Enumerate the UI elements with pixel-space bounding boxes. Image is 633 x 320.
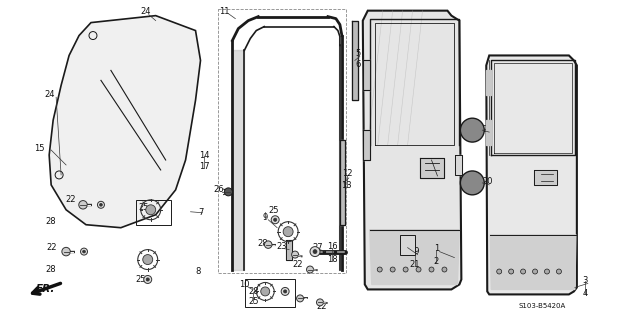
Polygon shape [490, 235, 576, 289]
Text: 10: 10 [239, 280, 249, 289]
Circle shape [143, 255, 153, 265]
Circle shape [62, 247, 70, 256]
Text: 28: 28 [248, 287, 259, 296]
Text: 26: 26 [213, 185, 223, 194]
Circle shape [265, 241, 272, 248]
Polygon shape [486, 55, 577, 294]
Bar [218, 9, 346, 273]
Text: 14: 14 [199, 150, 210, 160]
Text: 22: 22 [66, 195, 77, 204]
Polygon shape [486, 70, 491, 95]
Text: 28: 28 [257, 239, 268, 248]
Text: 24: 24 [141, 7, 151, 16]
Circle shape [284, 290, 287, 293]
Circle shape [532, 269, 537, 274]
Polygon shape [363, 11, 461, 289]
Polygon shape [399, 235, 415, 255]
Circle shape [80, 248, 87, 255]
Circle shape [313, 250, 317, 253]
Text: 9: 9 [263, 213, 268, 222]
Polygon shape [370, 230, 460, 284]
Circle shape [273, 218, 277, 221]
Circle shape [316, 299, 323, 306]
Text: 25: 25 [248, 297, 258, 306]
Circle shape [460, 118, 484, 142]
Polygon shape [486, 120, 491, 145]
Circle shape [97, 201, 104, 208]
Text: 5: 5 [355, 49, 360, 58]
Circle shape [509, 269, 513, 274]
Polygon shape [352, 20, 358, 100]
Text: 25: 25 [139, 203, 149, 212]
Circle shape [544, 269, 549, 274]
Circle shape [429, 267, 434, 272]
Text: 1: 1 [434, 244, 439, 253]
Polygon shape [363, 130, 370, 160]
Circle shape [390, 267, 395, 272]
Text: S103-B5420A: S103-B5420A [518, 303, 566, 309]
Circle shape [83, 250, 85, 253]
Circle shape [556, 269, 561, 274]
Text: 15: 15 [34, 144, 44, 153]
Text: 18: 18 [327, 255, 337, 264]
Text: 16: 16 [327, 242, 337, 251]
Text: 24: 24 [44, 90, 54, 99]
Polygon shape [534, 170, 557, 185]
Circle shape [261, 287, 270, 296]
Text: 28: 28 [46, 265, 56, 274]
Text: 4: 4 [582, 289, 587, 298]
Circle shape [144, 276, 152, 284]
Polygon shape [49, 16, 201, 228]
Text: 22: 22 [293, 260, 303, 269]
Text: 7: 7 [198, 208, 203, 217]
Text: 8: 8 [196, 267, 201, 276]
Text: 12: 12 [342, 169, 352, 179]
Text: 13: 13 [342, 181, 352, 190]
Circle shape [310, 247, 320, 257]
Circle shape [225, 188, 232, 196]
Text: 20: 20 [482, 124, 492, 134]
Text: 19: 19 [410, 247, 420, 256]
Text: 25: 25 [268, 206, 279, 215]
Circle shape [520, 269, 525, 274]
Text: FR.: FR. [35, 284, 55, 294]
Text: 20: 20 [482, 177, 492, 187]
Bar [246, 279, 295, 307]
Text: 23: 23 [277, 242, 287, 251]
Circle shape [297, 295, 304, 302]
Circle shape [271, 216, 279, 224]
Text: 27: 27 [313, 243, 323, 252]
Text: 22: 22 [46, 243, 56, 252]
Circle shape [78, 201, 87, 209]
Circle shape [442, 267, 447, 272]
Circle shape [403, 267, 408, 272]
Circle shape [146, 278, 149, 281]
Polygon shape [340, 140, 345, 225]
Circle shape [460, 171, 484, 195]
Polygon shape [420, 158, 444, 178]
Polygon shape [455, 155, 462, 175]
Text: 22: 22 [316, 302, 327, 311]
Polygon shape [363, 60, 370, 90]
Circle shape [377, 267, 382, 272]
Polygon shape [286, 240, 292, 260]
Text: 11: 11 [219, 7, 230, 16]
Text: 25: 25 [135, 275, 146, 284]
Circle shape [99, 204, 103, 206]
Circle shape [497, 269, 502, 274]
Circle shape [281, 287, 289, 295]
Text: 17: 17 [199, 163, 210, 172]
Text: 3: 3 [582, 276, 587, 285]
Circle shape [283, 227, 293, 237]
Text: 2: 2 [434, 257, 439, 266]
Text: 28: 28 [46, 217, 56, 226]
Text: 6: 6 [355, 60, 361, 69]
Circle shape [292, 251, 299, 258]
Circle shape [146, 205, 156, 215]
Text: 21: 21 [410, 260, 420, 269]
Circle shape [416, 267, 421, 272]
Circle shape [306, 266, 313, 273]
